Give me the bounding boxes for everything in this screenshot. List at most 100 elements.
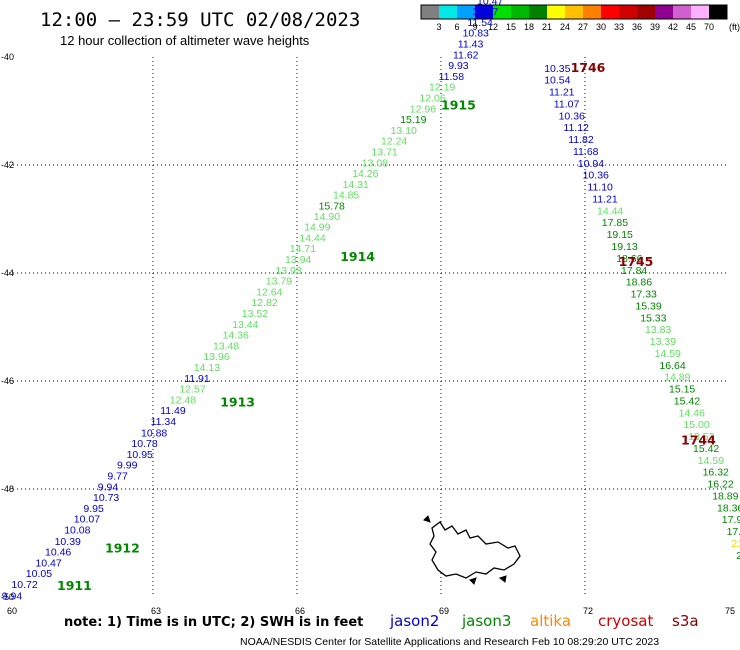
colorbar-tick-label: 39 — [650, 22, 660, 32]
axis-tick-labels: 60 63 66 69 72 75 -40 -42 -44 -46 -48 -50 — [1, 52, 735, 616]
wave-height-label: 15.78 — [319, 201, 345, 213]
wave-height-label: 18.86 — [626, 277, 652, 289]
colorbar-tick-label: 18 — [524, 22, 534, 32]
color-swatch — [439, 5, 457, 19]
wave-height-label: 17.95 — [722, 514, 740, 526]
wave-height-label: 14.26 — [352, 168, 378, 180]
wave-height-label: 14.44 — [299, 232, 325, 244]
color-swatch — [583, 5, 601, 19]
pass-time-label: 1913 — [220, 395, 255, 410]
wave-height-label: 19.13 — [611, 241, 637, 253]
colorbar-frame — [420, 4, 728, 20]
wave-height-label: 14.36 — [223, 330, 249, 342]
wave-height-label: 10.72 — [11, 579, 37, 591]
wave-height-label: 15.42 — [674, 395, 700, 407]
wave-height-label: 18.36 — [717, 502, 740, 514]
wave-height-label: 11.54 — [467, 17, 493, 29]
color-swatch — [457, 5, 475, 19]
wave-height-label: 13.94 — [285, 254, 311, 266]
wave-height-label: 14.99 — [304, 222, 330, 234]
satellite-legend-s3a: s3a — [672, 612, 699, 630]
footer-text: NOAA/NESDIS Center for Satellite Applica… — [240, 636, 659, 648]
wave-height-label: 16.32 — [703, 467, 729, 479]
wave-height-label: 9.77 — [107, 471, 128, 483]
chart-title: 12:00 – 23:59 UTC 02/08/2023 — [40, 9, 360, 31]
island-shape — [429, 521, 521, 579]
wave-height-label: 9.99 — [117, 460, 138, 472]
wave-height-label: 10.73 — [93, 492, 119, 504]
wave-height-label: 10.05 — [26, 568, 52, 580]
wave-height-label: 12.82 — [251, 297, 277, 309]
color-scale-legend: 3 6 9 12 15 18 21 24 27 30 33 36 39 42 45 70 (ft) — [420, 4, 740, 32]
wave-height-label: 12.64 — [256, 286, 282, 298]
wave-height-label: 14.89 — [664, 372, 690, 384]
wave-height-label: 13.08 — [362, 157, 388, 169]
wave-height-label: 12.06 — [419, 93, 445, 105]
colorbar-tick-label: 42 — [668, 22, 678, 32]
y-tick-label: -42 — [1, 160, 14, 170]
x-tick-label: 69 — [439, 606, 449, 616]
colorbar-tick-label: 33 — [614, 22, 624, 32]
wave-height-label: 10.39 — [55, 536, 81, 548]
x-tick-label: 66 — [295, 606, 305, 616]
wave-height-label: 15.19 — [400, 114, 426, 126]
colorbar-tick-label: 45 — [686, 22, 696, 32]
wave-height-label: 11.21 — [592, 193, 618, 205]
colorbar-tick-label: 27 — [578, 22, 588, 32]
wave-height-label: 15.00 — [683, 419, 709, 431]
wave-height-label: 13.52 — [242, 308, 268, 320]
wave-height-label: 10.35 — [544, 63, 570, 75]
y-tick-label: -46 — [1, 376, 14, 386]
wave-height-label: 16.64 — [659, 360, 685, 372]
wave-height-label: 12.96 — [410, 103, 436, 115]
wave-height-label: 10.54 — [544, 75, 570, 87]
color-swatch — [511, 5, 529, 19]
wave-height-label: 11.21 — [549, 87, 575, 99]
wave-height-label: 17.33 — [631, 289, 657, 301]
color-swatch — [565, 5, 583, 19]
wave-height-label: 18.89 — [712, 490, 738, 502]
color-swatch — [655, 5, 673, 19]
wave-height-label: 10.78 — [131, 438, 157, 450]
wave-height-label: 17.66 — [727, 526, 740, 538]
wave-height-label: 14.13 — [194, 362, 220, 374]
wave-height-label: 14.59 — [698, 455, 724, 467]
x-tick-label: 75 — [725, 606, 735, 616]
color-swatch — [547, 5, 565, 19]
wave-height-label: 14.90 — [314, 211, 340, 223]
wave-height-label: 9.94 — [2, 590, 23, 602]
pass-time-label: 1745 — [619, 254, 654, 269]
wave-height-label: 11.68 — [573, 146, 599, 158]
wave-height-label: 9.95 — [83, 503, 104, 515]
plot-area: 60 63 66 69 72 75-40-42-44-46-48-50 9.9410.72… — [1, 0, 740, 616]
wave-height-label: 17.84 — [621, 265, 647, 277]
satellite-legend-cryosat: cryosat — [598, 612, 653, 630]
pass-time-label: 1915 — [441, 98, 476, 113]
colorbar-tick-label: 70 — [704, 22, 714, 32]
wave-height-label: 13.48 — [213, 340, 239, 352]
color-swatch — [601, 5, 619, 19]
colorbar-tick-label: 12 — [488, 22, 498, 32]
wave-height-label: 13.10 — [391, 125, 417, 137]
colorbar-tick-label: 36 — [632, 22, 642, 32]
wave-height-label: 13.93 — [275, 265, 301, 277]
wave-height-label: 13.79 — [266, 276, 292, 288]
wave-height-label: 15.42 — [693, 443, 719, 455]
x-tick-label: 63 — [151, 606, 161, 616]
wave-height-label: 13.71 — [371, 147, 397, 159]
wave-height-label: 11.12 — [563, 122, 589, 134]
color-swatch — [475, 5, 493, 19]
color-swatch — [421, 5, 439, 19]
colorbar-tick-label: 15 — [506, 22, 516, 32]
wave-height-label: 13.53 — [688, 431, 714, 443]
wave-height-label: 13.96 — [203, 351, 229, 363]
pass-time-label: 1912 — [105, 540, 140, 555]
pass-time-label: 1911 — [57, 578, 92, 593]
grid-lines — [9, 57, 729, 597]
wave-height-label: 18.66 — [616, 253, 642, 265]
color-swatch — [619, 5, 637, 19]
colorbar-unit: (ft) — [729, 22, 740, 32]
wave-height-label: 11.43 — [458, 39, 484, 51]
satellite-legend-jason3: jason3 — [461, 612, 511, 630]
wave-height-label: 15.39 — [635, 300, 661, 312]
